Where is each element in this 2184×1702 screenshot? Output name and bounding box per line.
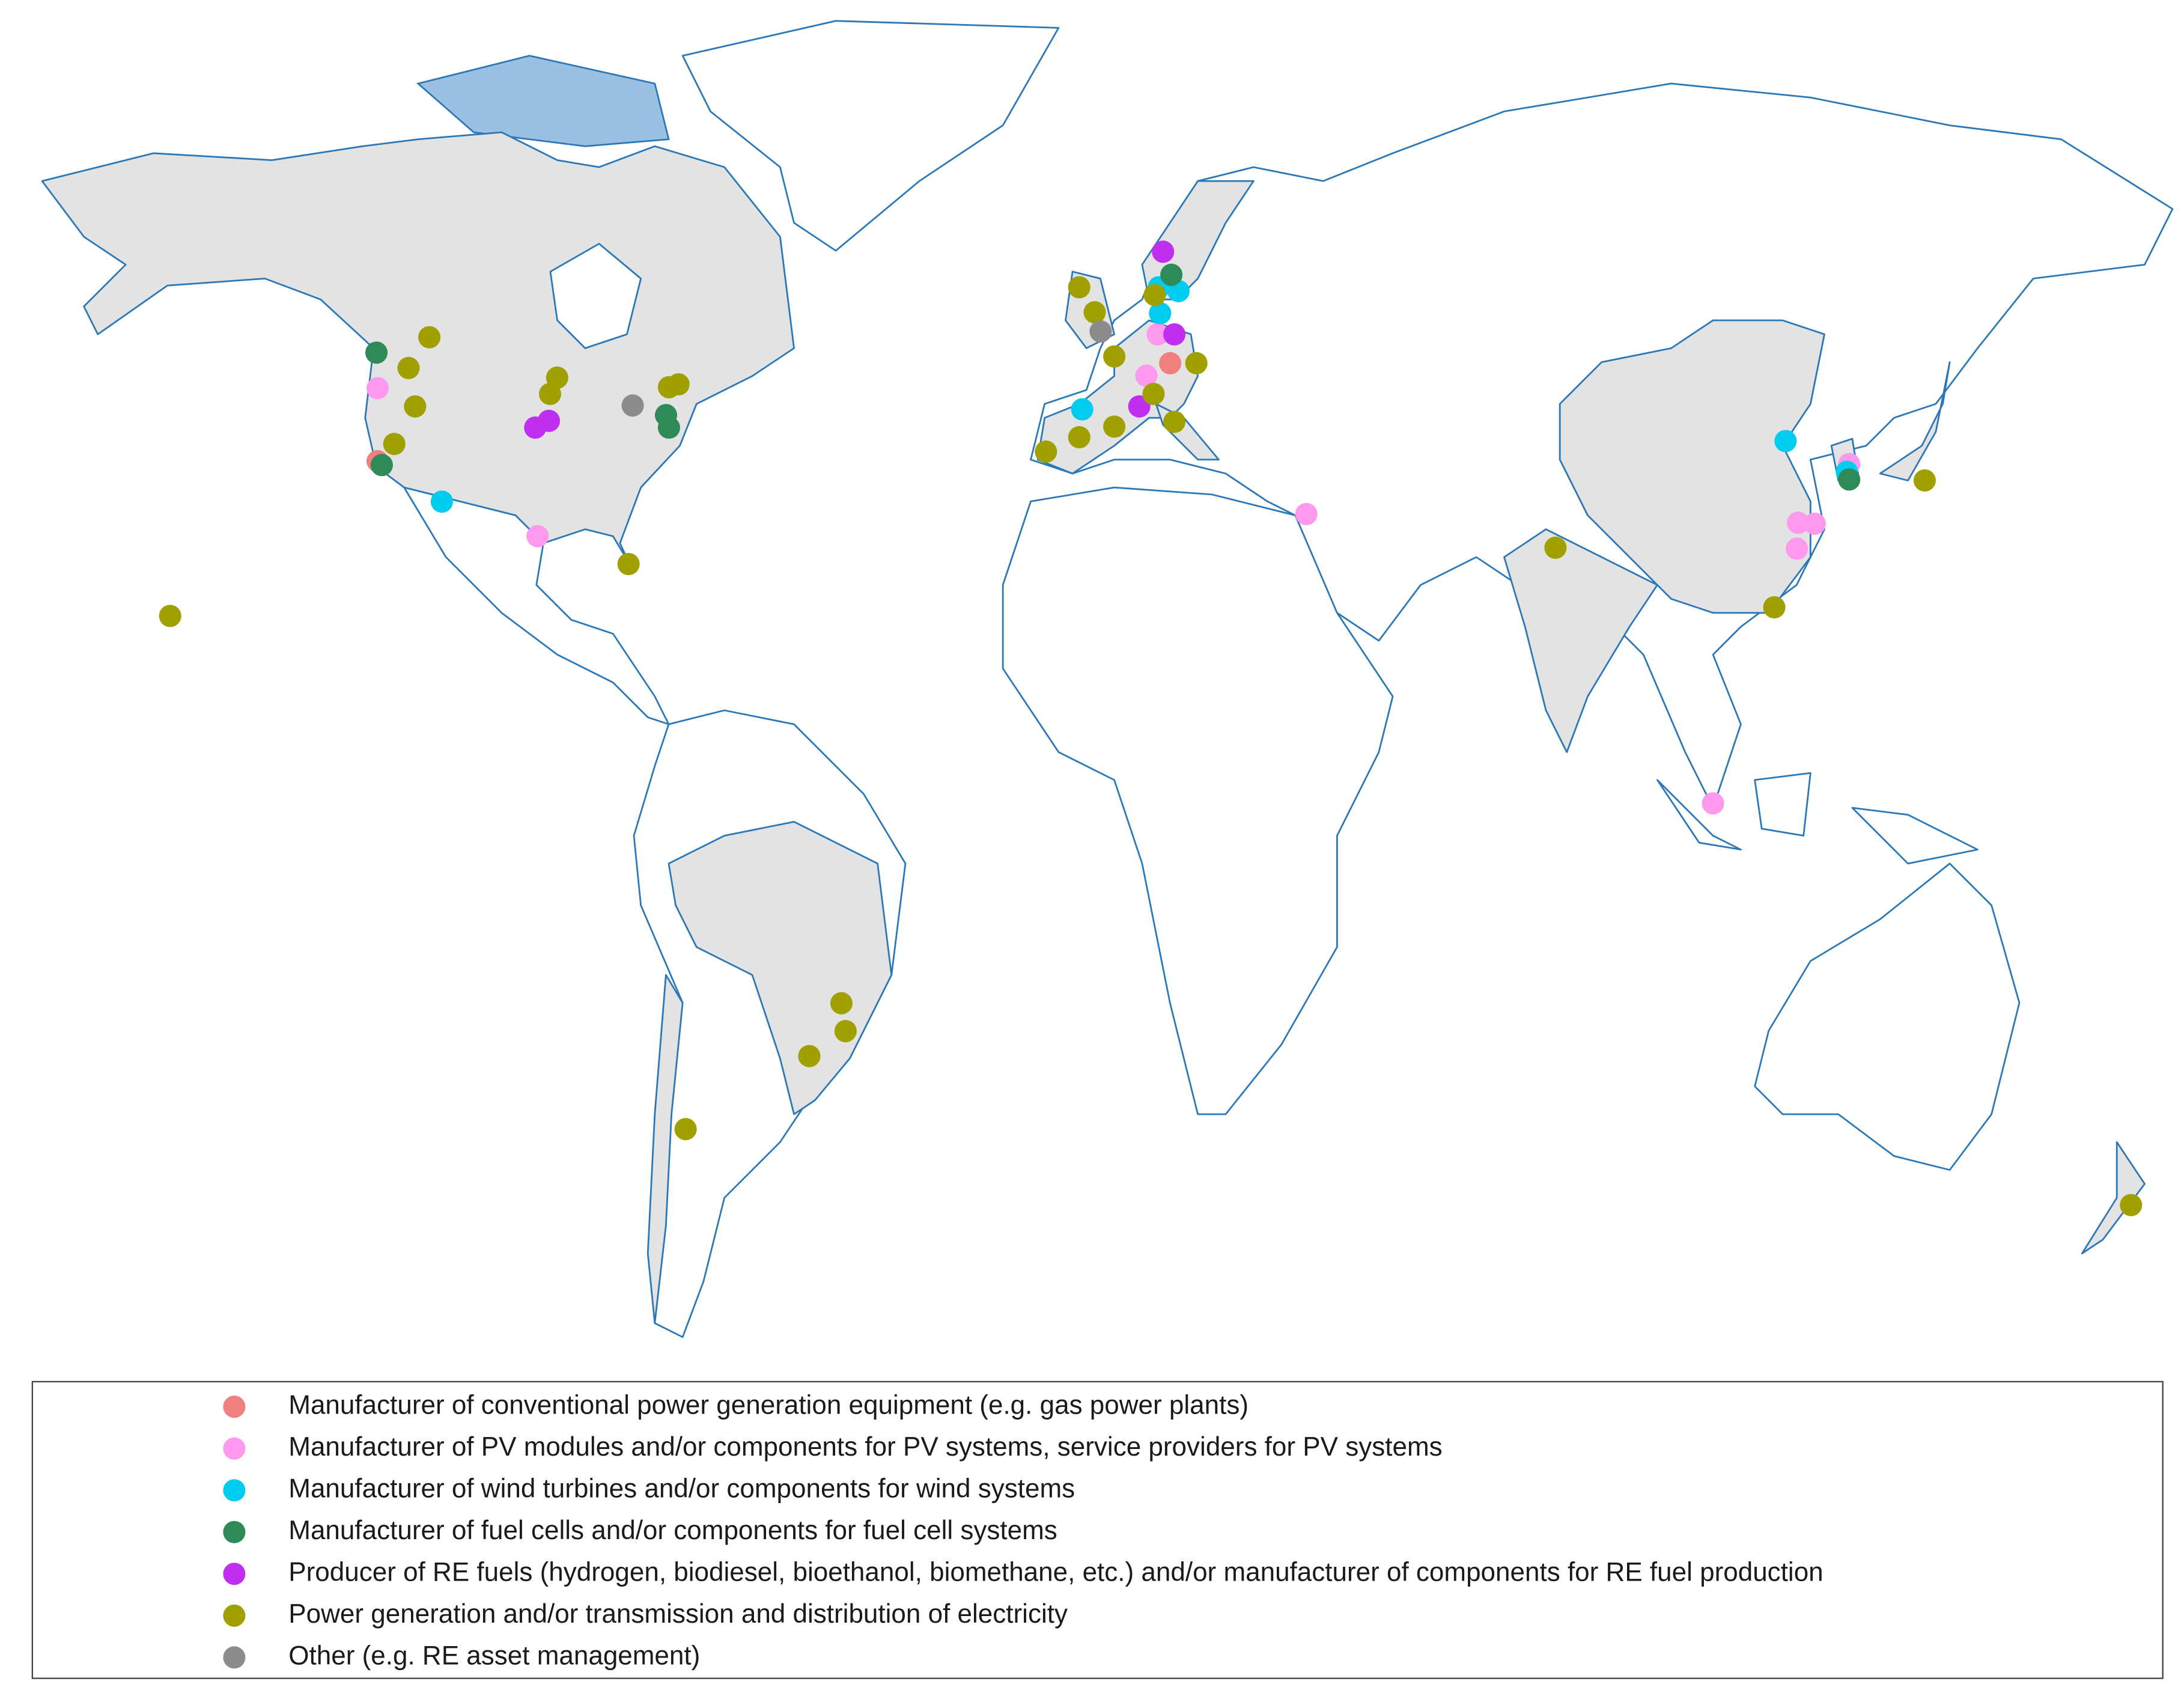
chile [646,974,684,1325]
location-point [1159,352,1182,374]
legend-label: Manufacturer of wind turbines and/or com… [288,1474,1075,1503]
location-point [1803,512,1826,535]
location-point [526,525,549,548]
location-point [674,1118,697,1141]
new-zealand [2081,1141,2146,1255]
location-point [621,394,644,417]
legend-swatch [223,1563,246,1585]
location-point [370,454,393,477]
location-point [1295,502,1318,525]
legend-label: Manufacturer of fuel cells and/or compon… [288,1516,1057,1545]
location-point [1163,410,1186,433]
legend-swatch [223,1395,246,1418]
legend-label: Producer of RE fuels (hydrogen, biodiese… [288,1557,1823,1587]
location-point [1103,415,1126,438]
location-point [1135,364,1158,387]
location-point [1838,468,1861,491]
location-point [834,1020,857,1043]
location-point [1544,536,1567,559]
legend-label: Manufacturer of conventional power gener… [288,1390,1249,1420]
location-point [1702,792,1724,815]
location-point [1152,240,1175,263]
location-point [1071,398,1094,421]
location-point [1763,596,1786,619]
location-point [1160,263,1183,286]
points [159,240,2143,1216]
location-point [404,395,427,418]
legend-swatch [223,1437,246,1460]
location-point [1185,352,1208,374]
location-point [1774,430,1797,453]
legend: Manufacturer of conventional power gener… [223,1390,1824,1670]
legend-swatch [223,1479,246,1502]
location-point [383,433,406,456]
location-point [1035,440,1057,463]
india [1503,528,1658,753]
legend-swatch [223,1604,246,1627]
greenland [681,20,1060,252]
location-point [1913,469,1936,492]
hudson-bay [549,243,642,349]
location-point [1068,426,1090,449]
legend-swatch [223,1646,246,1669]
arctic-islands [416,55,670,147]
legend-label: Power generation and/or transmission and… [288,1599,1068,1629]
location-point [1089,320,1112,343]
location-point [418,326,441,349]
location-point [657,416,680,439]
legend-swatch [223,1521,246,1543]
location-point [617,553,640,576]
location-point [1149,302,1172,325]
location-point [1103,345,1126,368]
central-america [403,486,670,725]
brazil [668,820,893,1115]
location-point [830,992,853,1014]
location-point [538,382,562,406]
location-point [524,416,547,439]
china [1559,319,1825,614]
location-point [1083,301,1106,324]
legend-label: Manufacturer of PV modules and/or compon… [288,1432,1442,1462]
legend-label: Other (e.g. RE asset management) [288,1641,700,1670]
location-point [366,377,389,400]
location-point [1787,511,1810,534]
location-point [397,356,420,379]
location-point [1143,284,1166,307]
location-point [159,605,181,627]
basemap [41,20,2174,1338]
location-point [1163,323,1186,346]
location-point [1142,382,1165,406]
location-point [365,341,388,364]
location-point [430,490,453,513]
legend-box [31,1380,2164,1679]
australia [1754,862,2021,1171]
indonesia [1656,772,1979,865]
location-point [1146,323,1169,346]
japan [1879,361,1951,481]
location-point [798,1045,821,1067]
location-point [667,373,690,396]
location-point [1786,537,1808,560]
location-point [1068,276,1090,299]
location-point [2120,1194,2143,1216]
